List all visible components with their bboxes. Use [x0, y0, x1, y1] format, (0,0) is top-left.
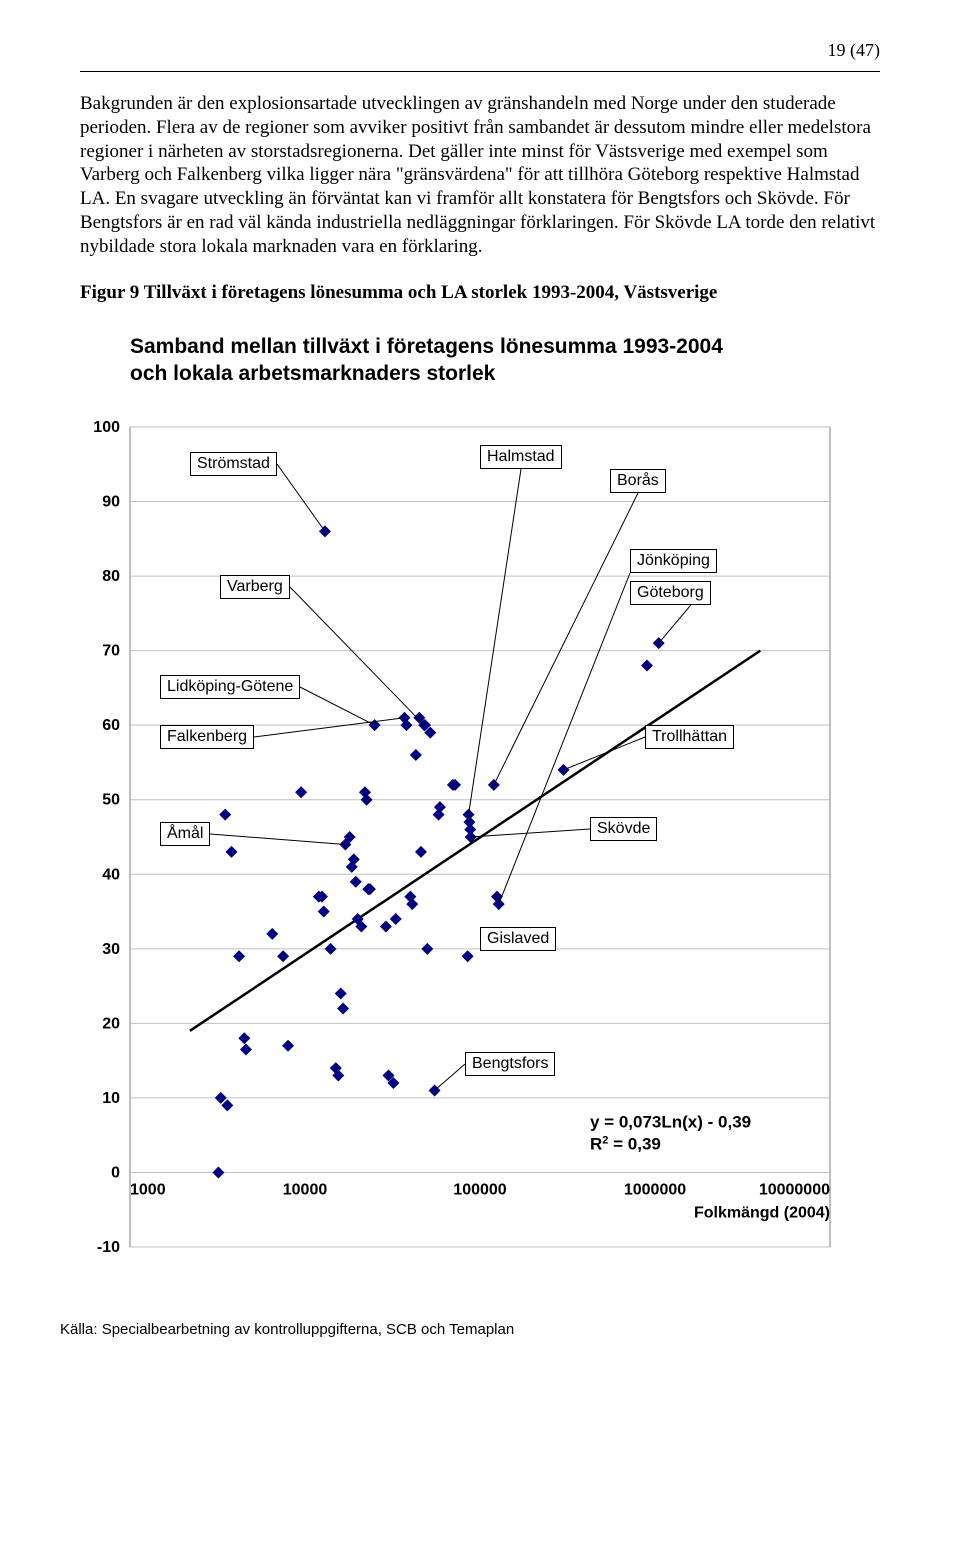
svg-text:10000000: 10000000 — [759, 1181, 830, 1198]
svg-text:1000: 1000 — [130, 1181, 166, 1198]
svg-text:1000000: 1000000 — [624, 1181, 686, 1198]
callout-label: Strömstad — [190, 452, 277, 476]
svg-text:-10: -10 — [97, 1239, 120, 1256]
svg-text:0: 0 — [111, 1164, 120, 1181]
svg-text:20: 20 — [102, 1015, 120, 1032]
svg-text:y = 0,073Ln(x) - 0,39: y = 0,073Ln(x) - 0,39 — [590, 1112, 751, 1131]
callout-label: Lidköping-Götene — [160, 675, 300, 699]
callout-label: Trollhättan — [645, 725, 734, 749]
svg-text:10000: 10000 — [283, 1181, 328, 1198]
svg-text:100: 100 — [93, 419, 120, 436]
svg-text:30: 30 — [102, 941, 120, 958]
callout-label: Skövde — [590, 817, 657, 841]
callout-label: Jönköping — [630, 549, 717, 573]
callout-label: Åmål — [160, 822, 210, 846]
callout-label: Varberg — [220, 575, 290, 599]
callout-label: Göteborg — [630, 581, 711, 605]
svg-text:60: 60 — [102, 717, 120, 734]
callout-label: Bengtsfors — [465, 1052, 555, 1076]
figure-title: Figur 9 Tillväxt i företagens lönesumma … — [80, 282, 880, 304]
callout-label: Borås — [610, 469, 666, 493]
svg-text:10: 10 — [102, 1090, 120, 1107]
scatter-chart: -10 0 10 20 30 40 50 60 70 80 90 100 1000 10000 100000… — [60, 397, 880, 1317]
svg-text:Folkmängd (2004): Folkmängd (2004) — [694, 1204, 830, 1221]
svg-text:R2 = 0,39: R2 = 0,39 — [590, 1134, 661, 1153]
horizontal-rule — [80, 71, 880, 72]
svg-text:70: 70 — [102, 642, 120, 659]
svg-text:40: 40 — [102, 866, 120, 883]
page-number: 19 (47) — [80, 40, 880, 61]
svg-text:80: 80 — [102, 568, 120, 585]
svg-text:50: 50 — [102, 791, 120, 808]
callout-label: Halmstad — [480, 445, 562, 469]
callout-label: Falkenberg — [160, 725, 254, 749]
source-text: Källa: Specialbearbetning av kontrollupp… — [60, 1321, 880, 1338]
chart-title: Samband mellan tillväxt i företagens lön… — [130, 334, 750, 387]
svg-text:100000: 100000 — [453, 1181, 506, 1198]
callout-label: Gislaved — [480, 927, 556, 951]
svg-text:90: 90 — [102, 493, 120, 510]
body-paragraph: Bakgrunden är den explosionsartade utvec… — [80, 92, 880, 258]
